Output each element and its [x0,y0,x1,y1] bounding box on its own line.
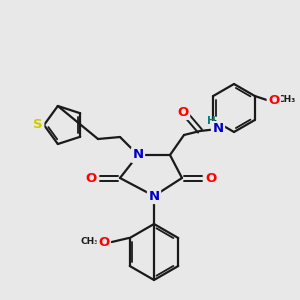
Text: H: H [207,116,215,126]
Text: S: S [33,118,43,131]
Text: N: N [212,122,224,136]
Text: O: O [268,94,279,106]
Text: O: O [206,172,217,184]
Text: N: N [148,190,160,202]
Text: O: O [177,106,189,118]
Text: CH₃: CH₃ [81,238,99,247]
Text: CH₃: CH₃ [278,95,296,104]
Text: O: O [85,172,97,184]
Text: N: N [132,148,144,161]
Text: O: O [98,236,110,248]
